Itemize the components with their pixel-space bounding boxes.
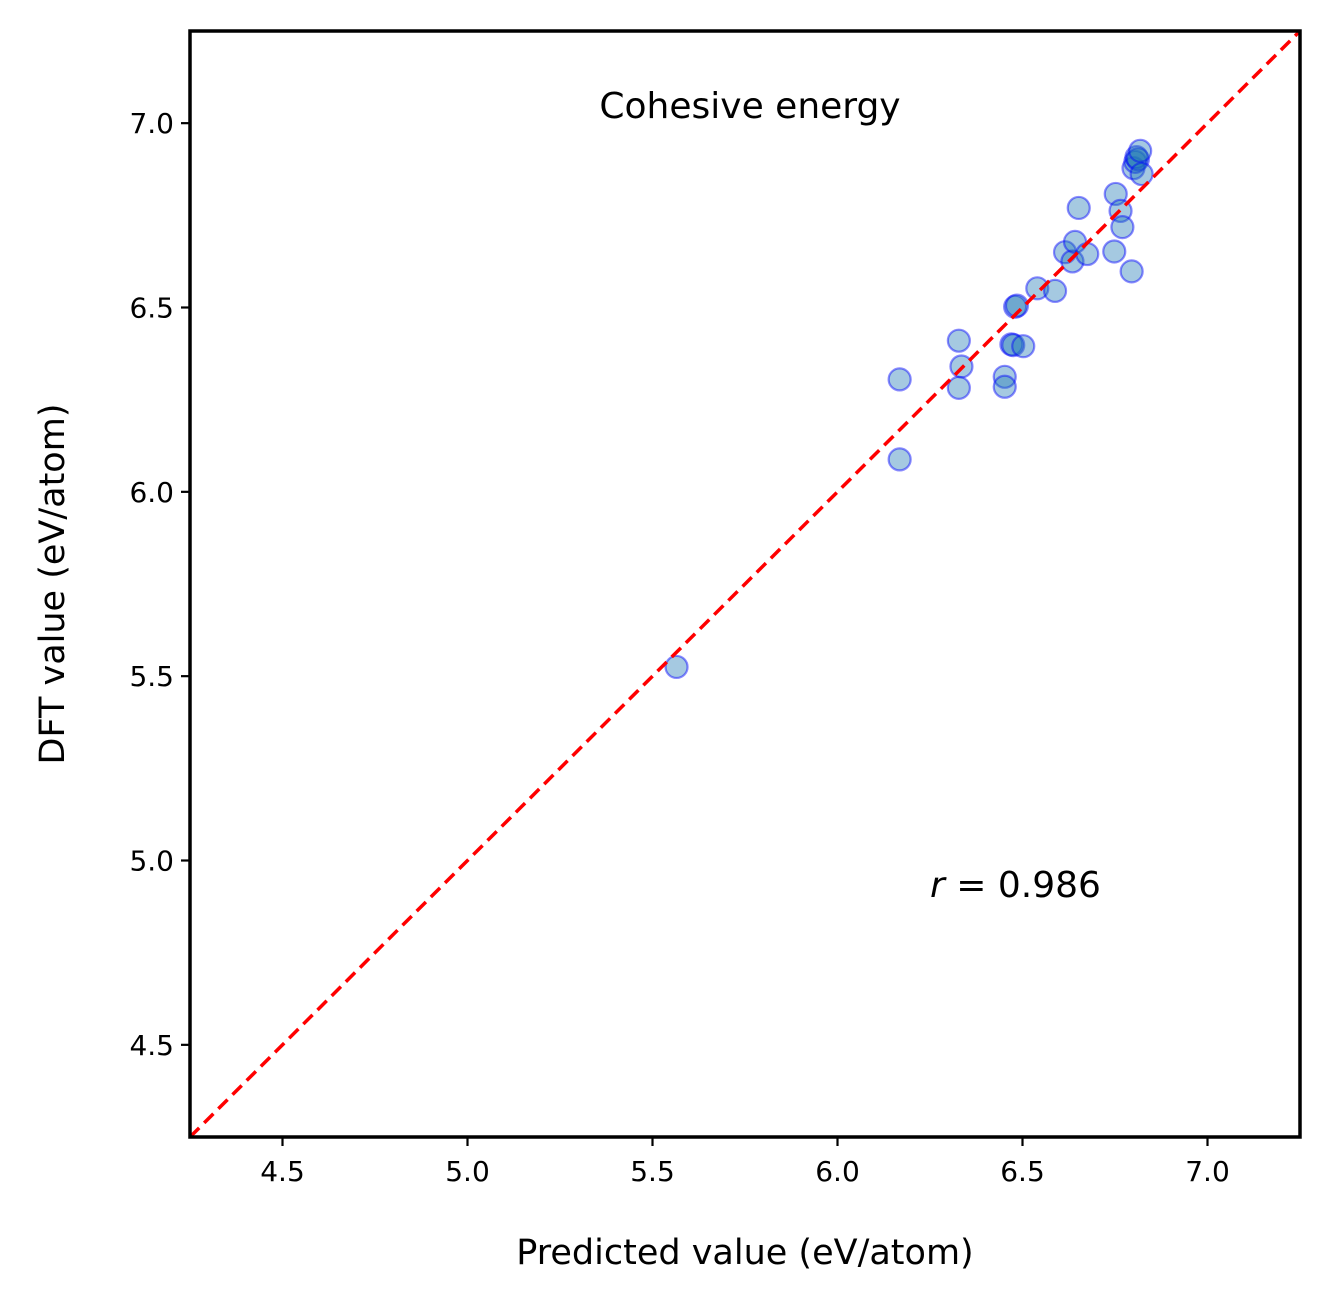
data-point [1066,195,1091,221]
data-point [1075,241,1100,267]
data-point [946,375,971,400]
data-point [664,654,689,680]
data-point [1001,333,1026,358]
x-tick-label: 7.0 [1185,1155,1230,1188]
data-point [1128,138,1153,163]
y-tick-label: 4.5 [129,1029,174,1062]
data-point [1103,181,1128,207]
data-point [946,328,971,353]
data-point [1102,239,1127,264]
data-point [1121,156,1146,181]
y-tick-label: 6.0 [129,476,174,509]
data-point [1123,149,1148,174]
y-tick-label: 7.0 [129,107,174,140]
data-point [1025,276,1050,301]
data-point [1129,161,1154,187]
data-point [1125,147,1151,172]
data-point [999,332,1024,357]
data-point [887,367,912,392]
correlation-value: = 0.986 [945,865,1101,906]
parity-reference-line [190,31,1300,1137]
x-tick-label: 5.5 [630,1155,675,1188]
data-point [1119,259,1144,284]
data-point [887,447,912,472]
x-axis-ticks: 4.5 5.0 5.5 6.0 6.5 7.0 [260,1137,1230,1188]
correlation-symbol: r [930,865,947,906]
correlation-annotation: r = 0.986 [930,865,1101,906]
y-tick-label: 5.5 [129,660,174,693]
data-point [1060,249,1085,274]
data-point [1004,293,1030,318]
data-point [1002,294,1028,319]
y-tick-label: 5.0 [129,845,174,878]
chart-annotation-title: Cohesive energy [599,86,900,127]
x-tick-label: 6.0 [815,1155,860,1188]
x-tick-label: 5.0 [445,1155,490,1188]
data-point [1124,144,1149,170]
y-axis-ticks: 4.5 5.0 5.5 6.0 6.5 7.0 [129,107,190,1062]
data-point [992,374,1017,399]
data-point [1110,215,1135,240]
y-tick-label: 6.5 [129,292,174,325]
plot-frame [188,29,1302,1139]
x-tick-label: 6.5 [1000,1155,1045,1188]
data-point [1042,278,1068,304]
y-axis-label: DFT value (eV/atom) [33,404,73,765]
x-axis-label: Predicted value (eV/atom) [516,1233,973,1273]
x-tick-label: 4.5 [260,1155,305,1188]
data-point [992,364,1017,389]
data-point [1011,334,1036,359]
